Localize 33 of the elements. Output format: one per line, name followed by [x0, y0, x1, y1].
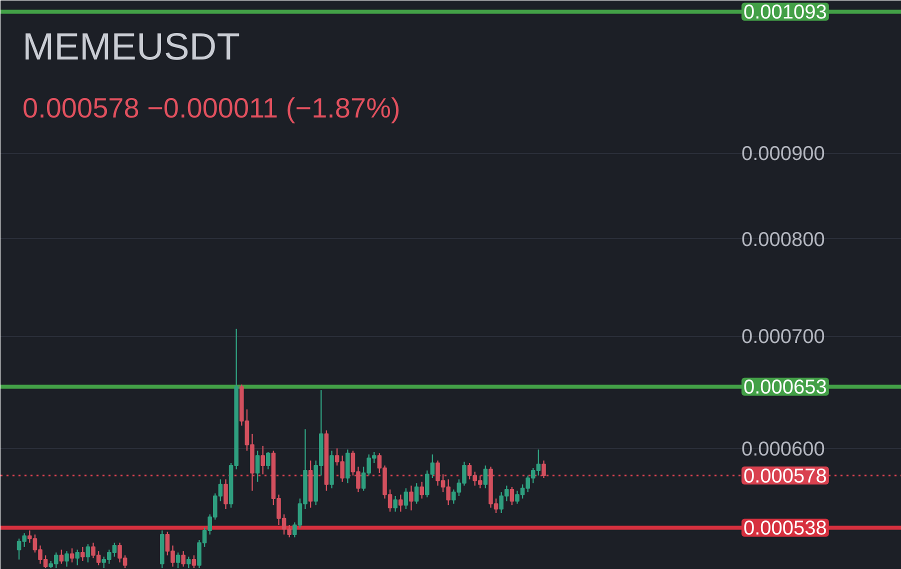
- candlestick: [420, 481, 424, 500]
- candlestick: [186, 556, 191, 569]
- candlestick: [542, 460, 546, 479]
- text: MEMEUSDT: [22, 26, 240, 68]
- candlestick: [86, 544, 90, 563]
- candlestick: [483, 464, 488, 489]
- candlestick: [266, 451, 270, 470]
- ref-line-label: 0.000538: [744, 518, 827, 540]
- candlestick: [176, 552, 180, 569]
- candlestick: [393, 495, 398, 512]
- candlestick: [510, 486, 514, 506]
- candlestick: [260, 445, 265, 475]
- candlestick: [59, 549, 64, 564]
- y-tick-label: 0.000600: [742, 438, 825, 460]
- candlestick: [398, 494, 403, 512]
- ref-line-label: 0.001093: [744, 2, 827, 24]
- text: 0.000578 −0.000011 (−1.87%): [22, 92, 400, 124]
- candlestick: [414, 482, 419, 504]
- candlestick: [255, 450, 260, 482]
- y-tick-label: 0.000900: [742, 143, 825, 166]
- ref-line-label: 0.000578: [744, 466, 827, 488]
- candlestick: [70, 548, 74, 563]
- y-tick-label: 0.000800: [742, 228, 825, 251]
- candlestick: [224, 478, 228, 510]
- candlestick: [80, 546, 85, 562]
- candlestick: [404, 488, 408, 510]
- candlestick: [181, 550, 186, 568]
- candlestick: [409, 485, 414, 511]
- candlestick: [64, 550, 69, 568]
- candlestick: [75, 549, 80, 566]
- candlestick: [192, 554, 196, 569]
- y-tick-label: 0.000700: [742, 326, 825, 348]
- ref-line-label: 0.000653: [744, 376, 827, 399]
